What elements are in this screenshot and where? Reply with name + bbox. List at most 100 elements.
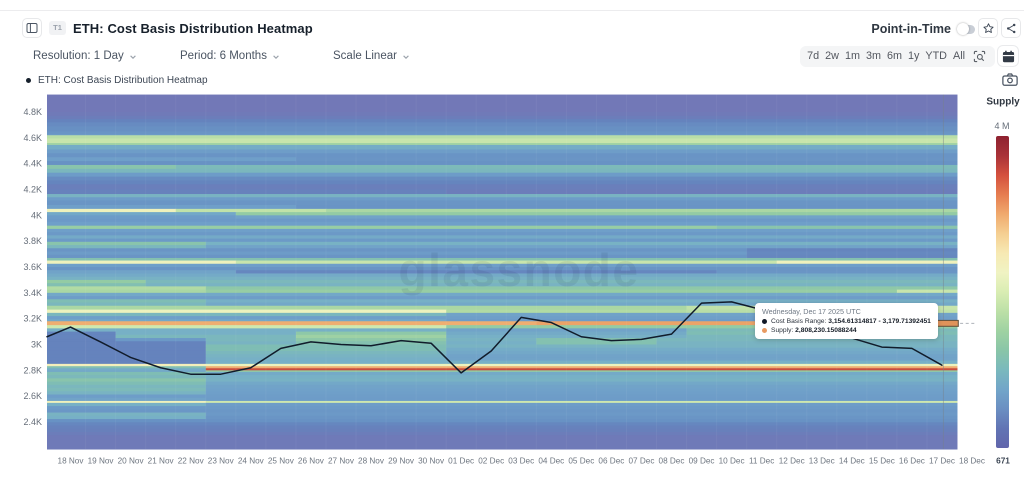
heatmap-cell[interactable] <box>446 354 958 358</box>
heatmap-cell[interactable] <box>47 238 958 243</box>
heatmap-cell[interactable] <box>47 144 958 150</box>
heatmap-cell[interactable] <box>115 334 297 339</box>
heatmap-cell[interactable] <box>235 212 958 216</box>
heatmap-cell[interactable] <box>746 254 958 259</box>
heatmap-cell[interactable] <box>47 200 958 206</box>
heatmap-cell[interactable] <box>47 164 177 170</box>
sidebar-toggle-button[interactable] <box>22 18 42 38</box>
heatmap-cell[interactable] <box>47 276 958 281</box>
range-1y[interactable]: 1y <box>907 50 920 62</box>
heatmap-cell[interactable] <box>47 406 958 410</box>
heatmap-cell[interactable] <box>47 228 958 233</box>
heatmap-cell[interactable] <box>47 149 958 154</box>
heatmap-cell[interactable] <box>47 197 958 201</box>
heatmap-cell[interactable] <box>115 331 297 336</box>
heatmap-cell[interactable] <box>47 360 207 365</box>
heatmap-cell[interactable] <box>47 122 958 127</box>
heatmap-cell[interactable] <box>47 194 958 198</box>
heatmap-cell[interactable] <box>47 292 958 297</box>
heatmap-cell[interactable] <box>47 366 207 369</box>
heatmap-cell[interactable] <box>295 331 447 336</box>
heatmap-cell[interactable] <box>205 357 447 362</box>
heatmap-cell[interactable] <box>47 221 958 227</box>
heatmap-chart[interactable]: glassnode 4.8K 4.6K 4.4K 4.2K 4K 3.8K 3.6K 3.4K 3… <box>0 78 1024 478</box>
heatmap-cell[interactable] <box>47 134 958 136</box>
heatmap-cell[interactable] <box>205 354 447 358</box>
heatmap-cell[interactable] <box>235 270 718 274</box>
heatmap-cell[interactable] <box>746 251 958 256</box>
heatmap-cell[interactable] <box>47 325 447 329</box>
range-ytd[interactable]: YTD <box>925 50 947 62</box>
heatmap-cell[interactable] <box>47 135 958 139</box>
heatmap-cell[interactable] <box>175 164 958 170</box>
heatmap-cell[interactable] <box>446 338 537 342</box>
heatmap-cell[interactable] <box>47 168 958 174</box>
heatmap-cell[interactable] <box>205 299 958 303</box>
heatmap-cell[interactable] <box>205 375 958 379</box>
heatmap-cell[interactable] <box>47 218 958 223</box>
heatmap-cell[interactable] <box>205 371 958 376</box>
heatmap-cell[interactable] <box>896 289 958 294</box>
range-7d[interactable]: 7d <box>807 50 820 62</box>
point-in-time-toggle[interactable] <box>957 23 975 35</box>
heatmap-cell[interactable] <box>47 189 447 195</box>
heatmap-cell[interactable] <box>47 328 447 332</box>
heatmap-cell[interactable] <box>47 400 207 404</box>
calendar-button[interactable] <box>997 45 1019 67</box>
heatmap-cell[interactable] <box>205 363 958 367</box>
heatmap-cell[interactable] <box>145 279 958 284</box>
heatmap-cell[interactable] <box>205 391 958 395</box>
heatmap-cell[interactable] <box>205 302 958 307</box>
heatmap-cell[interactable] <box>47 94 958 113</box>
heatmap-cell[interactable] <box>446 344 958 349</box>
heatmap-cell[interactable] <box>656 338 958 342</box>
resolution-select[interactable]: Resolution: 1 Day <box>33 50 137 62</box>
heatmap-cell[interactable] <box>47 422 958 426</box>
heatmap-cell[interactable] <box>47 172 958 177</box>
heatmap-cell[interactable] <box>446 334 688 339</box>
heatmap-cell[interactable] <box>205 366 958 369</box>
heatmap-cell[interactable] <box>47 251 748 256</box>
heatmap-cell[interactable] <box>716 225 958 230</box>
heatmap-cell[interactable] <box>205 412 958 417</box>
heatmap-cell[interactable] <box>205 347 447 352</box>
heatmap-cell[interactable] <box>205 384 958 389</box>
heatmap-cell[interactable] <box>446 347 958 352</box>
heatmap-cell[interactable] <box>47 316 958 320</box>
heatmap-cell[interactable] <box>205 381 958 386</box>
share-button[interactable] <box>1001 18 1021 38</box>
heatmap-cell[interactable] <box>47 180 958 185</box>
heatmap-cell[interactable] <box>47 212 237 216</box>
heatmap-cell[interactable] <box>205 289 898 294</box>
heatmap-cell[interactable] <box>47 241 207 246</box>
heatmap-cell[interactable] <box>205 402 958 407</box>
heatmap-cell[interactable] <box>205 286 958 290</box>
heatmap-cell[interactable] <box>205 350 447 355</box>
heatmap-cell[interactable] <box>205 241 958 246</box>
heatmap-cell[interactable] <box>47 363 207 367</box>
heatmap-cell[interactable] <box>47 225 718 230</box>
heatmap-cell[interactable] <box>47 331 117 336</box>
heatmap-cell[interactable] <box>47 334 117 339</box>
screenshot-button[interactable] <box>1002 72 1018 92</box>
heatmap-cell[interactable] <box>47 412 207 417</box>
heatmap-cell[interactable] <box>47 384 207 389</box>
heatmap-cell[interactable] <box>205 344 447 349</box>
heatmap-cell[interactable] <box>536 341 657 345</box>
heatmap-cell[interactable] <box>47 425 958 430</box>
heatmap-cell[interactable] <box>325 208 958 213</box>
heatmap-cell[interactable] <box>47 309 447 314</box>
heatmap-cell[interactable] <box>446 189 958 195</box>
heatmap-cell[interactable] <box>776 260 958 265</box>
heatmap-cell[interactable] <box>205 378 958 382</box>
heatmap-cell[interactable] <box>47 435 958 450</box>
heatmap-cell[interactable] <box>47 119 958 123</box>
heatmap-cell[interactable] <box>47 143 958 146</box>
heatmap-cell[interactable] <box>47 419 958 423</box>
heatmap-cell[interactable] <box>446 319 958 322</box>
heatmap-cell[interactable] <box>47 257 958 261</box>
heatmap-cell[interactable] <box>446 309 688 314</box>
heatmap-cell[interactable] <box>446 341 537 345</box>
heatmap-cell[interactable] <box>47 312 447 317</box>
heatmap-cell[interactable] <box>47 260 237 265</box>
